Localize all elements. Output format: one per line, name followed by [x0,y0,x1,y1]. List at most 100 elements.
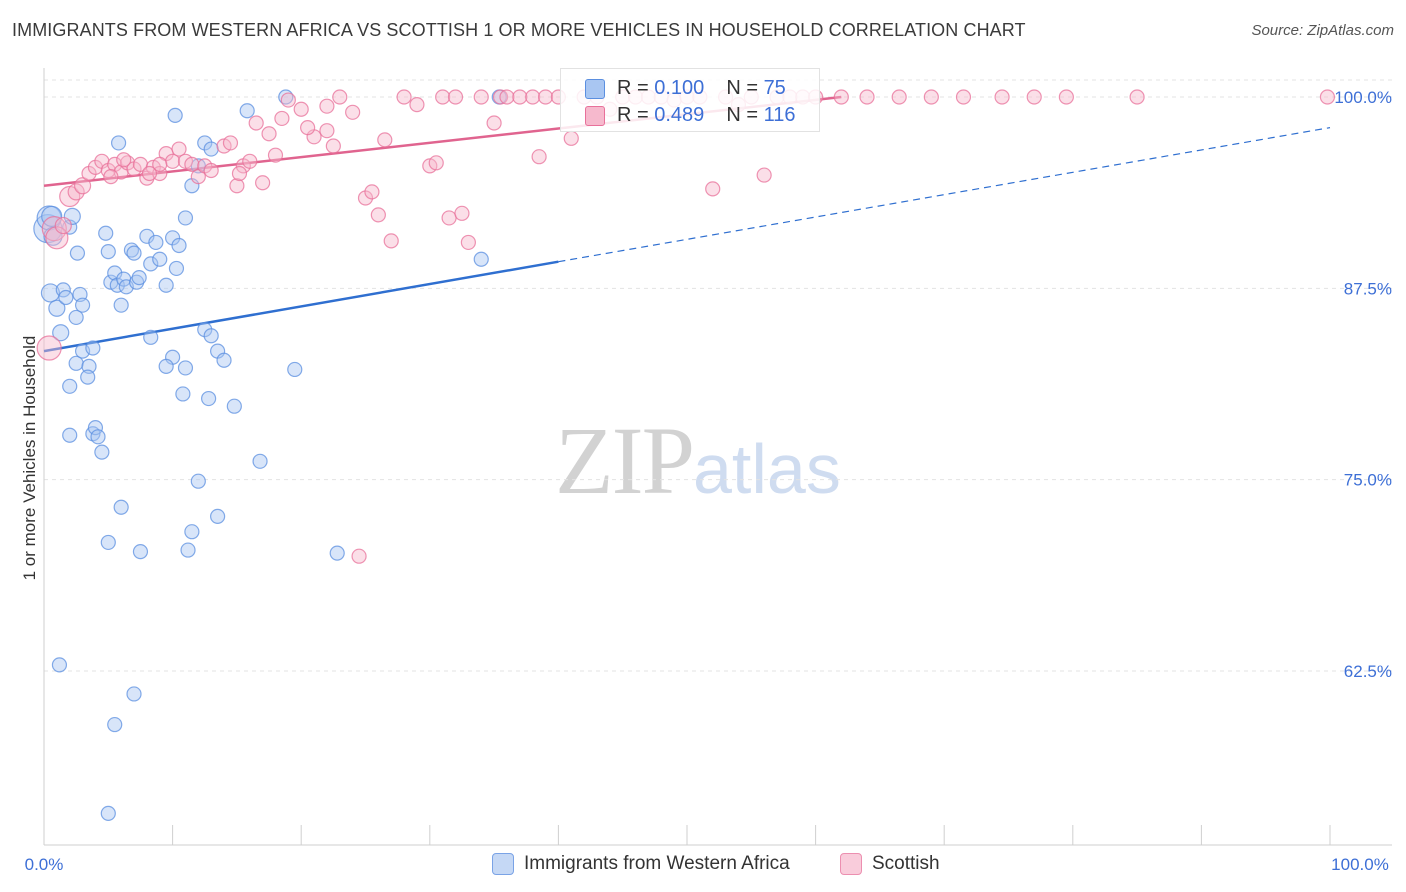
point-immigrants [158,358,174,374]
point-immigrants [100,805,116,821]
point-scottish [267,147,284,163]
point-immigrants [329,545,345,561]
point-immigrants [113,499,129,515]
point-immigrants [143,329,159,345]
n-value-pink: 116 [763,104,796,126]
point-immigrants [62,427,78,443]
point-immigrants [210,508,226,525]
point-scottish [833,89,849,105]
point-scottish [525,89,541,105]
point-scottish [274,110,290,127]
point-scottish [435,89,451,105]
point-immigrants [110,135,127,151]
point-scottish [242,153,258,169]
point-scottish [261,126,277,142]
point-immigrants [85,340,101,356]
point-scottish [994,89,1010,105]
point-scottish [460,234,476,251]
point-scottish [116,152,132,168]
r-value-blue: 0.100 [654,77,705,99]
point-immigrants [143,256,159,272]
point-immigrants [128,274,145,290]
legend-label-scottish: Scottish [872,853,940,874]
blue-swatch [585,79,605,99]
point-immigrants [184,524,200,540]
point-immigrants [52,324,70,342]
pink-swatch [585,106,605,126]
legend: Immigrants from Western Africa Scottish [0,852,1406,878]
point-immigrants [201,390,217,407]
point-scottish [332,89,348,105]
point-immigrants [171,237,187,254]
n-value-blue: 75 [763,77,786,99]
point-scottish [45,226,69,250]
point-scottish [499,89,515,105]
point-immigrants [216,352,232,368]
point-immigrants [87,420,104,436]
correlation-stats-box: R = 0.100 N = 75 R = 0.489 N = 116 [560,68,820,132]
point-immigrants [203,328,219,344]
point-scottish [364,184,380,200]
point-immigrants [177,210,194,226]
x-tick-label: 100.0% [1331,855,1389,874]
legend-label-immigrants: Immigrants from Western Africa [524,853,790,874]
point-immigrants [167,107,183,123]
point-immigrants [148,234,164,251]
tick-labels: 62.5% 75.0% 87.5% 100.0% 0.0% 100.0% [25,88,1392,874]
x-tick-label: 0.0% [25,855,64,874]
r-value-pink: 0.489 [654,104,705,126]
trend-line-immigrants-projection [558,127,1331,263]
point-immigrants [473,251,489,267]
point-immigrants [107,716,123,733]
point-immigrants [80,369,96,385]
point-immigrants [180,542,196,558]
point-immigrants [175,386,191,402]
point-scottish [370,207,386,223]
point-immigrants [90,429,106,445]
point-scottish [41,216,67,242]
point-scottish [229,178,245,194]
point-immigrants [287,361,303,378]
point-scottish [255,175,271,191]
point-scottish [377,132,393,148]
trend-lines [43,95,1331,353]
point-scottish [537,89,554,105]
point-immigrants [132,544,149,560]
point-immigrants [51,657,68,673]
point-scottish [293,101,309,117]
point-scottish [1058,89,1074,105]
point-immigrants [190,473,206,489]
y-tick-label: 87.5% [1344,279,1392,298]
point-scottish [203,162,219,179]
point-scottish [73,177,92,195]
point-scottish [383,233,399,249]
axes [43,68,1392,846]
legend-swatch-blue [492,853,514,875]
zipatlas-watermark: ZIPatlas [555,405,841,516]
point-scottish [54,216,72,235]
point-scottish [1129,89,1145,105]
point-scottish [184,156,200,172]
point-scottish [428,155,444,171]
point-scottish [231,165,248,182]
point-scottish [563,130,579,146]
point-scottish [512,89,528,105]
point-immigrants [126,245,142,261]
point-immigrants [158,277,174,293]
legend-swatch-pink [840,853,862,875]
point-scottish [171,141,187,157]
point-scottish [923,89,939,105]
y-tick-label: 75.0% [1344,471,1392,490]
point-scottish [473,89,489,105]
point-scottish [351,548,367,564]
point-immigrants [177,360,194,376]
point-immigrants [252,453,268,469]
point-immigrants [58,289,74,306]
point-immigrants [94,444,110,460]
point-immigrants [168,260,185,277]
point-scottish [141,165,158,182]
point-immigrants [40,283,61,303]
point-scottish [447,89,464,105]
point-scottish [319,123,335,139]
